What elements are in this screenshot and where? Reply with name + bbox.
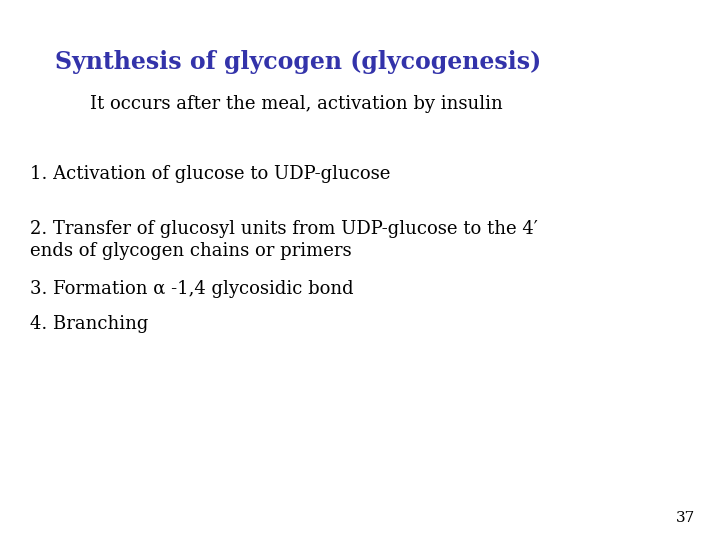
Text: 3. Formation α -1,4 glycosidic bond: 3. Formation α -1,4 glycosidic bond — [30, 280, 354, 298]
Text: 4. Branching: 4. Branching — [30, 315, 148, 333]
Text: 2. Transfer of glucosyl units from UDP-glucose to the 4′
ends of glycogen chains: 2. Transfer of glucosyl units from UDP-g… — [30, 220, 538, 260]
Text: 37: 37 — [676, 511, 695, 525]
Text: Synthesis of glycogen (glycogenesis): Synthesis of glycogen (glycogenesis) — [55, 50, 541, 74]
Text: It occurs after the meal, activation by insulin: It occurs after the meal, activation by … — [90, 95, 503, 113]
Text: 1. Activation of glucose to UDP-glucose: 1. Activation of glucose to UDP-glucose — [30, 165, 390, 183]
